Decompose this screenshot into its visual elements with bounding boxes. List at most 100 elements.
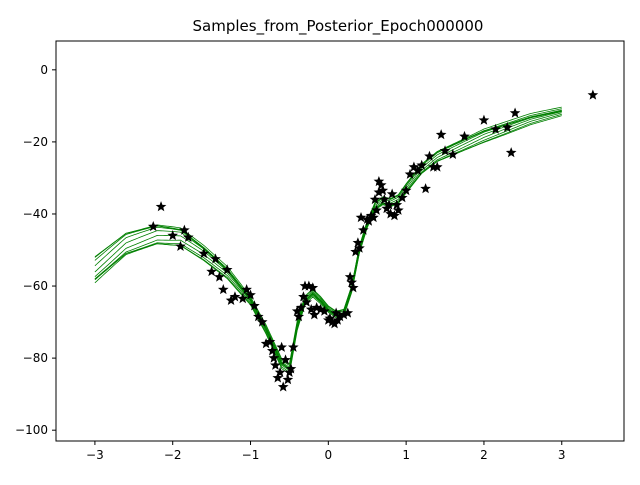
data-point-star <box>298 291 309 302</box>
data-point-star <box>179 224 190 235</box>
data-point-star <box>428 161 439 172</box>
posterior-sample-line <box>94 113 562 373</box>
data-point-star <box>303 280 315 291</box>
data-point-star <box>274 366 286 378</box>
axes-layer <box>55 40 625 442</box>
data-point-star <box>412 165 424 176</box>
y-tick-label: −80 <box>23 351 48 365</box>
data-point-star <box>365 210 377 221</box>
data-point-star <box>404 168 416 179</box>
data-point-star <box>435 129 447 140</box>
data-point-star <box>501 121 513 133</box>
data-point-star <box>354 242 365 253</box>
data-point-star <box>245 289 256 300</box>
data-point-star <box>420 183 431 194</box>
data-point-star <box>182 231 194 242</box>
data-point-star <box>368 211 379 223</box>
data-point-star <box>326 316 338 327</box>
data-point-star <box>266 345 278 356</box>
data-point-star <box>221 264 233 275</box>
data-point-star <box>587 89 599 100</box>
data-point-star <box>330 307 342 318</box>
data-point-star <box>424 150 435 161</box>
data-point-star <box>315 303 326 314</box>
data-point-star <box>319 305 330 316</box>
data-point-star <box>301 296 312 307</box>
data-point-star <box>206 266 217 277</box>
ticks-layer: −3 −2 −1 0 1 2 3 0 −20 −40 −60 −80 −100 <box>15 63 566 462</box>
data-point-star <box>377 184 389 196</box>
data-point-star <box>264 336 276 347</box>
data-point-star <box>299 280 311 291</box>
data-point-star <box>338 309 350 320</box>
data-point-star <box>478 114 490 125</box>
data-point-star <box>416 159 428 170</box>
data-point-star <box>280 354 291 365</box>
data-point-star <box>344 271 356 282</box>
plot-frame <box>55 40 625 442</box>
data-point-star <box>268 352 280 363</box>
data-point-star <box>371 204 382 215</box>
data-point-star <box>334 311 346 322</box>
data-point-star <box>396 192 408 203</box>
data-point-star <box>276 341 287 352</box>
y-tick-label: −100 <box>15 423 48 437</box>
data-point-star <box>350 246 361 257</box>
y-tick-label: −20 <box>23 135 48 149</box>
data-point-star <box>400 184 412 196</box>
data-point-star <box>361 213 373 224</box>
data-point-star <box>375 179 387 190</box>
data-point-star <box>393 204 404 215</box>
y-tick-label: −60 <box>23 279 48 293</box>
data-point-star <box>329 318 340 329</box>
data-point-star <box>167 229 179 241</box>
data-point-star <box>358 224 369 235</box>
data-point-star <box>509 107 521 118</box>
data-point-star <box>408 161 420 172</box>
data-point-star <box>369 193 381 205</box>
data-point-star <box>373 175 385 187</box>
data-points-layer <box>147 89 599 392</box>
data-point-star <box>155 201 167 212</box>
data-point-star <box>305 303 317 314</box>
posterior-sample-line <box>94 106 562 365</box>
data-point-star <box>225 294 237 305</box>
data-point-star <box>237 293 249 304</box>
data-point-star <box>229 291 241 302</box>
data-point-star <box>217 284 229 295</box>
data-point-star <box>256 316 268 327</box>
data-point-star <box>214 271 225 282</box>
data-point-star <box>355 211 367 223</box>
x-tick-label: 1 <box>402 448 410 462</box>
data-point-star <box>439 145 451 156</box>
data-point-star <box>249 300 260 311</box>
data-point-star <box>391 199 403 210</box>
x-tick-label: −3 <box>86 448 104 462</box>
data-point-star <box>363 215 375 226</box>
data-point-star <box>383 199 395 210</box>
data-point-star <box>311 302 322 313</box>
chart-title: Samples_from_Posterior_Epoch000000 <box>193 17 484 36</box>
y-tick-label: −40 <box>23 207 48 221</box>
data-point-star <box>490 123 501 134</box>
data-point-star <box>373 186 385 197</box>
data-point-star <box>307 282 319 293</box>
posterior-sample-line <box>94 108 562 367</box>
data-point-star <box>379 193 390 205</box>
data-point-star <box>459 130 470 142</box>
data-point-star <box>277 381 289 392</box>
data-point-star <box>431 161 443 172</box>
data-point-star <box>352 237 364 248</box>
data-point-star <box>198 248 210 259</box>
data-point-star <box>252 311 264 322</box>
data-point-star <box>260 338 272 349</box>
data-point-star <box>324 312 336 324</box>
data-point-star <box>175 240 186 251</box>
data-point-star <box>282 374 294 385</box>
x-tick-label: −1 <box>242 448 260 462</box>
x-tick-label: −2 <box>164 448 182 462</box>
data-point-star <box>386 188 398 199</box>
